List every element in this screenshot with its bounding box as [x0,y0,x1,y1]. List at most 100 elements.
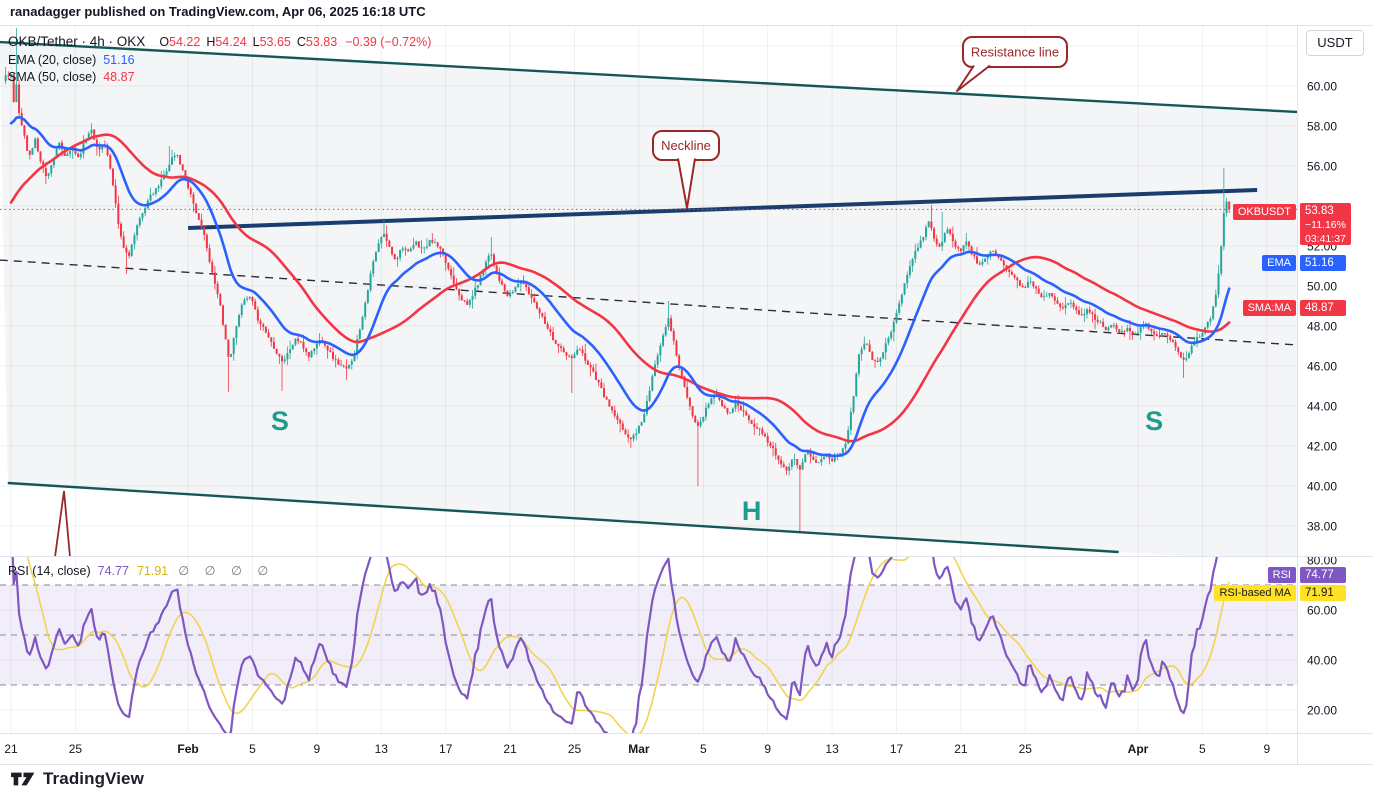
symbol-title[interactable]: OKB/Tether · 4h · OKX [8,34,146,49]
svg-text:21: 21 [503,742,517,756]
ohlc-low-label: L [252,35,260,49]
svg-text:13: 13 [825,742,839,756]
rsi-ma-value-tag: RSI-based MA [1214,585,1296,601]
ohlc-open-value: 54.22 [169,35,201,49]
svg-text:17: 17 [439,742,453,756]
svg-text:Feb: Feb [177,742,198,756]
candlestick-series [4,28,1231,531]
svg-text:17: 17 [890,742,904,756]
rsi-legend-row[interactable]: RSI (14, close) 74.77 71.91 ∅ ∅ ∅ ∅ [8,562,274,580]
head-label[interactable]: H [742,496,762,526]
svg-text:Mar: Mar [628,742,650,756]
svg-text:5: 5 [1199,742,1206,756]
svg-text:25: 25 [568,742,582,756]
resistance-callout-label: Resistance line [971,45,1059,60]
ohlc-high-label: H [206,35,216,49]
ema-legend-row[interactable]: EMA (20, close) 51.16 [8,51,135,69]
publish-header: ranadagger published on TradingView.com,… [10,4,426,19]
svg-text:56.00: 56.00 [1307,160,1337,174]
rsi-empty-values: ∅ ∅ ∅ ∅ [178,564,275,578]
svg-text:9: 9 [1263,742,1270,756]
brand-name: TradingView [43,769,144,788]
sma-legend-row[interactable]: SMA (50, close) 48.87 [8,68,135,86]
pane-borders [0,25,1373,765]
left-shoulder-label[interactable]: S [271,406,289,436]
svg-text:60.00: 60.00 [1307,80,1337,94]
symbol-price-box: 53.83 −11.16% 03:41:37 [1300,203,1351,245]
svg-text:5: 5 [249,742,256,756]
svg-text:25: 25 [1019,742,1033,756]
ema-line [9,116,1231,458]
channel-fill [0,42,1297,556]
symbol-price-tag: OKBUSDT [1232,204,1296,220]
svg-text:9: 9 [314,742,321,756]
downtrend-dashed-line [0,259,1297,346]
svg-text:21: 21 [954,742,968,756]
ema-value: 51.16 [103,53,135,67]
svg-text:46.00: 46.00 [1307,360,1337,374]
svg-text:42.00: 42.00 [1307,440,1337,454]
ohlc-close-label: C [296,35,306,49]
rsi-value: 74.77 [97,564,129,578]
rsi-pane [11,556,1230,733]
rsi-line [11,556,1219,733]
svg-text:Apr: Apr [1128,742,1149,756]
ohlc-close-value: 53.83 [305,35,338,49]
neckline-trendline [188,188,1258,230]
svg-text:40.00: 40.00 [1307,480,1337,494]
rsi-ma-value: 71.91 [136,564,169,578]
sma-price-box: 48.87 [1300,300,1346,316]
time-axis-labels[interactable]: 21 25 Feb 5 9 13 17 21 25 Mar 5 9 13 17 21 25 Apr 5 9 [4,742,1270,756]
svg-text:25: 25 [69,742,83,756]
tradingview-logo-icon [11,772,35,786]
tradingview-logo[interactable]: TradingView [10,768,144,790]
drawing-annotations[interactable]: S H S Resistance line Neckline [54,36,1163,558]
neckline-callout[interactable]: Neckline [652,130,720,209]
ema-price-box: 51.16 [1300,255,1346,271]
bar-countdown: 03:41:37 [1305,233,1346,245]
last-price: 53.83 [1305,205,1334,217]
svg-text:38.00: 38.00 [1307,520,1337,534]
svg-text:20.00: 20.00 [1307,704,1337,718]
grid-lines [0,25,1297,733]
neckline-callout-label: Neckline [661,138,711,153]
price-pane [0,28,1297,556]
svg-text:21: 21 [4,742,18,756]
svg-text:48.00: 48.00 [1307,320,1337,334]
lower-channel-trendline [7,481,1119,554]
sma-value: 48.87 [103,70,135,84]
svg-text:9: 9 [764,742,771,756]
rsi-label: RSI (14, close) [8,564,91,578]
rsi-ma-line [26,556,1230,733]
svg-text:40.00: 40.00 [1307,654,1337,668]
svg-text:80.00: 80.00 [1307,554,1337,568]
change-value: −0.39 (−0.72%) [345,35,432,49]
symbol-legend-row[interactable]: OKB/Tether · 4h · OKX O54.22 H54.24 L53.65 C… [8,33,431,51]
resistance-callout[interactable]: Resistance line [956,36,1068,92]
svg-text:5: 5 [700,742,707,756]
rsi-value-tag: RSI [1267,567,1296,583]
ema-label: EMA (20, close) [8,53,97,67]
rsi-value-box: 74.77 [1300,567,1346,583]
svg-text:44.00: 44.00 [1307,400,1337,414]
rsi-band [0,584,1297,686]
ema-price-tag: EMA [1262,255,1296,271]
sma-price-tag: SMA:MA [1242,300,1296,316]
price-scale-currency-button[interactable]: USDT [1306,30,1364,56]
breakout-arrow[interactable] [54,490,71,558]
svg-text:60.00: 60.00 [1307,604,1337,618]
resistance-trendline [0,40,1297,114]
svg-text:58.00: 58.00 [1307,120,1337,134]
sma-label: SMA (50, close) [8,70,97,84]
price-axis-labels[interactable]: 60.0058.0056.0052.0050.0048.0046.0044.00… [1307,80,1337,718]
sma-line [9,133,1231,443]
ohlc-open-label: O [159,35,170,49]
ohlc-low-value: 53.65 [259,35,291,49]
svg-text:50.00: 50.00 [1307,280,1337,294]
ohlc-high-value: 54.24 [215,35,247,49]
svg-text:13: 13 [375,742,389,756]
rsi-ma-value-box: 71.91 [1300,585,1346,601]
right-shoulder-label[interactable]: S [1145,406,1163,436]
